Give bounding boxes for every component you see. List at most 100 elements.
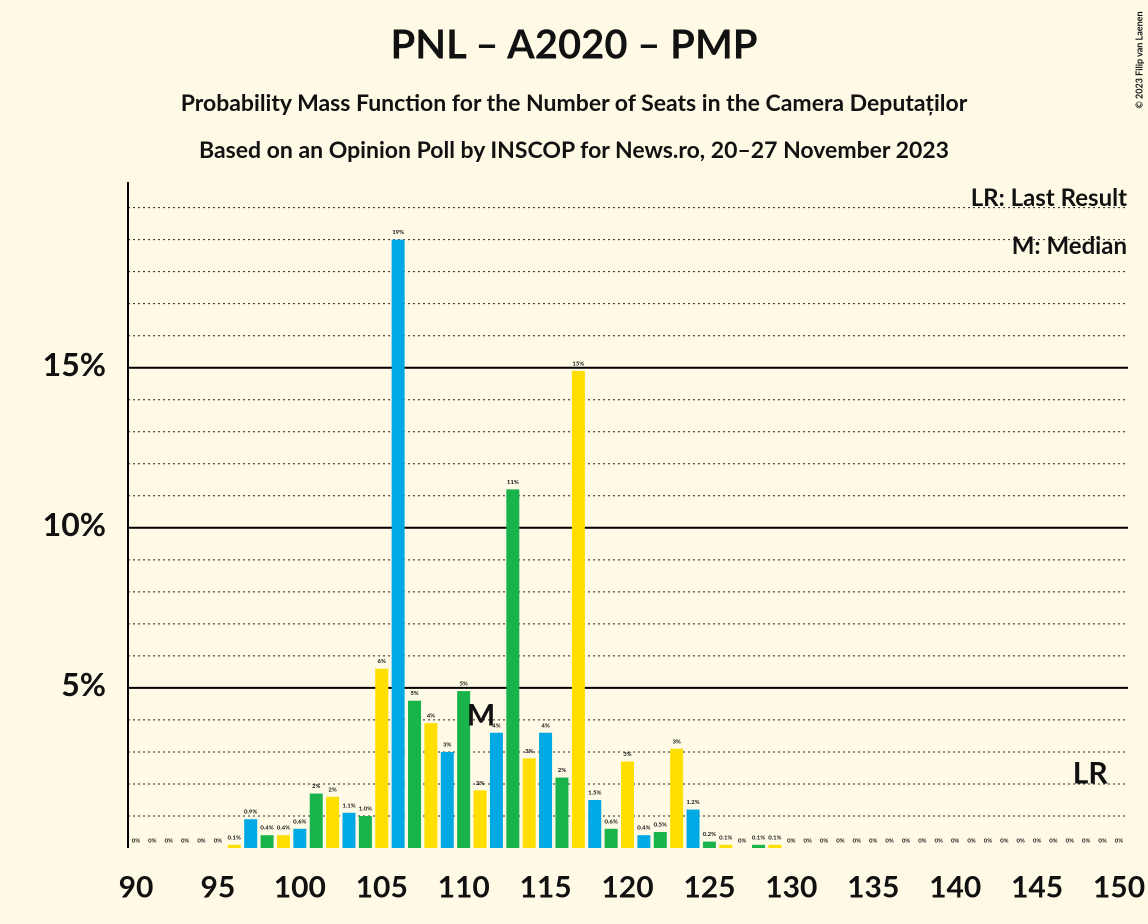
bar [375, 668, 389, 848]
value-label: 0% [1049, 838, 1057, 845]
y-tick-label: 10% [43, 504, 106, 543]
bar [686, 809, 700, 848]
value-label: 0% [967, 838, 975, 845]
bar [457, 691, 471, 848]
value-label: 5% [459, 681, 467, 688]
value-label: 2% [558, 767, 566, 774]
value-label: 0.1% [768, 834, 781, 841]
value-label: 0% [1082, 838, 1090, 845]
bar [358, 815, 372, 848]
bar [506, 489, 520, 848]
value-label: 3% [443, 741, 451, 748]
value-label: 0% [1000, 838, 1008, 845]
value-label: 1.0% [359, 806, 372, 813]
value-label: 0% [132, 838, 140, 845]
value-label: 0% [214, 838, 222, 845]
value-label: 1.5% [588, 790, 601, 797]
bar [424, 723, 438, 848]
value-label: 3% [525, 748, 533, 755]
value-label: 2% [312, 783, 320, 790]
value-label: 0% [181, 838, 189, 845]
value-label: 0% [885, 838, 893, 845]
bar [391, 239, 405, 848]
chart-title: PNL – A2020 – PMP [391, 19, 758, 67]
value-label: 3% [623, 751, 631, 758]
value-label: 0% [1066, 838, 1074, 845]
value-label: 0% [1033, 838, 1041, 845]
value-label: 2% [328, 786, 336, 793]
value-label: 4% [541, 722, 549, 729]
x-tick-label: 145 [1011, 869, 1063, 905]
value-label: 0.4% [260, 825, 273, 832]
chart-subtitle: Probability Mass Function for the Number… [181, 88, 968, 116]
value-label: 0% [984, 838, 992, 845]
bar [440, 751, 454, 848]
bar [621, 761, 634, 848]
bar [489, 732, 503, 848]
value-label: 0% [869, 838, 877, 845]
bar [473, 790, 487, 848]
bar [539, 732, 553, 848]
value-label: 0% [820, 838, 828, 845]
value-label: 0.5% [654, 822, 667, 829]
x-tick-label: 100 [274, 869, 326, 905]
value-label: 0% [1115, 838, 1123, 845]
bar [522, 758, 536, 848]
bar [588, 799, 602, 848]
value-label: 0% [902, 838, 910, 845]
value-label: 0% [804, 838, 812, 845]
value-label: 0% [1016, 838, 1024, 845]
value-label: 4% [492, 722, 500, 729]
value-label: 0% [918, 838, 926, 845]
bar [342, 812, 356, 848]
x-tick-label: 110 [438, 869, 490, 905]
value-label: 0.1% [719, 834, 732, 841]
value-label: 1.2% [686, 799, 699, 806]
value-label: 0.4% [277, 825, 290, 832]
bar [276, 835, 290, 848]
value-label: 0.9% [244, 809, 257, 816]
x-tick-label: 130 [765, 869, 817, 905]
value-label: 1.1% [342, 802, 355, 809]
bar [653, 831, 667, 848]
bar [244, 819, 258, 848]
y-tick-label: 15% [43, 344, 106, 383]
value-label: 5% [410, 690, 418, 697]
value-label: 3% [672, 738, 680, 745]
bar [408, 700, 422, 848]
legend-entry: M: Median [1012, 231, 1127, 260]
value-label: 2% [476, 780, 484, 787]
value-label: 0% [787, 838, 795, 845]
x-tick-label: 125 [683, 869, 735, 905]
x-tick-label: 150 [1093, 869, 1145, 905]
annotation: LR [1073, 755, 1109, 791]
annotation: M [467, 697, 495, 733]
copyright: © 2023 Filip van Laenen [1133, 11, 1144, 108]
value-label: 4% [427, 713, 435, 720]
value-label: 0% [853, 838, 861, 845]
value-label: 11% [507, 479, 519, 486]
value-label: 0% [1098, 838, 1106, 845]
x-tick-label: 95 [201, 869, 236, 905]
x-tick-label: 120 [601, 869, 653, 905]
y-tick-label: 5% [61, 664, 106, 703]
value-label: 6% [378, 658, 386, 665]
value-label: 0.1% [752, 834, 765, 841]
bar [326, 796, 340, 848]
bar [719, 844, 733, 848]
value-label: 0% [836, 838, 844, 845]
bar [555, 777, 569, 848]
value-label: 0.6% [604, 818, 617, 825]
value-label: 0% [148, 838, 156, 845]
value-label: 0% [165, 838, 173, 845]
bar [702, 841, 716, 848]
value-label: 0.4% [637, 825, 650, 832]
bar [768, 844, 782, 848]
value-label: 0.2% [703, 831, 716, 838]
value-label: 0.6% [293, 818, 306, 825]
x-tick-label: 90 [119, 869, 154, 905]
bar [571, 370, 585, 848]
x-tick-label: 140 [929, 869, 981, 905]
value-label: 0% [935, 838, 943, 845]
